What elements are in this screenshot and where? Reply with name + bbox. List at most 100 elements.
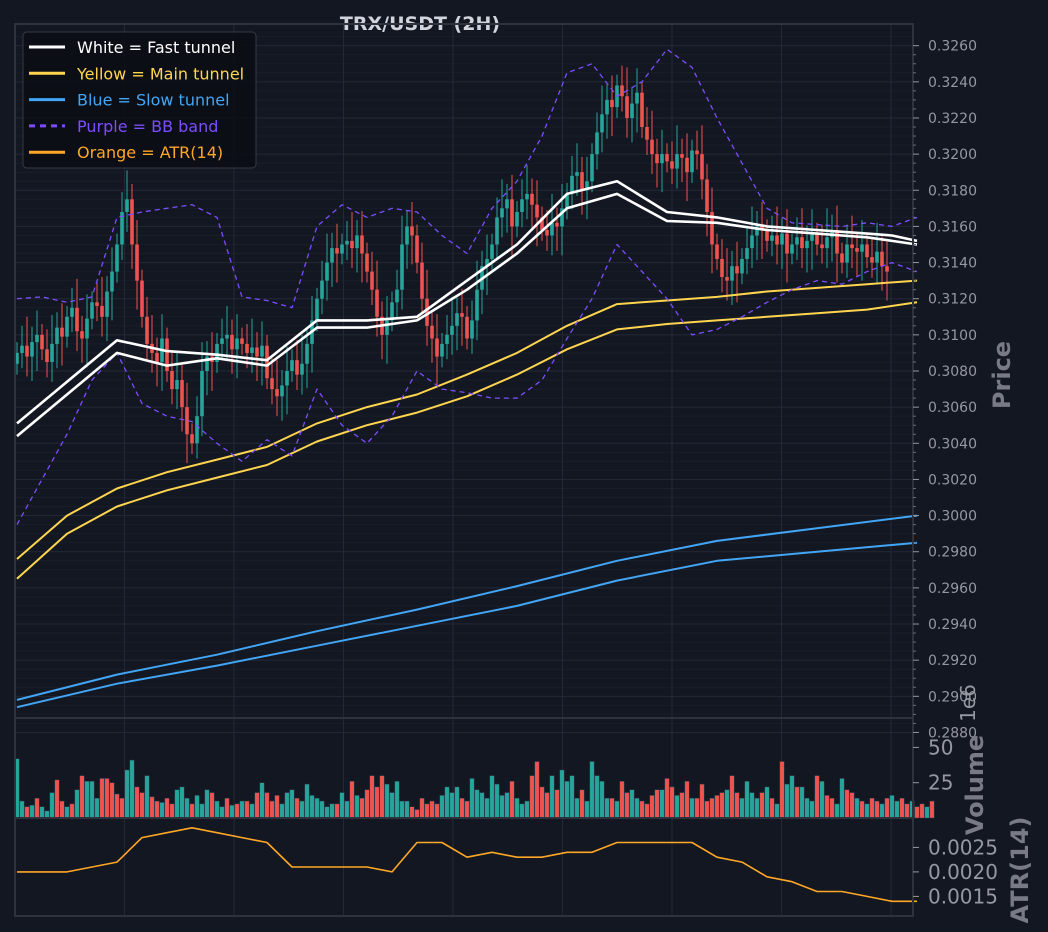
volume-bar	[779, 761, 785, 819]
candle-body	[800, 237, 804, 249]
candle-body	[545, 230, 549, 236]
candle-body	[850, 244, 854, 249]
candle-body	[795, 237, 799, 245]
candle-body	[695, 150, 699, 155]
candle-body	[635, 92, 639, 104]
volume-bar	[604, 797, 610, 819]
price-tick-label: 0.3020	[928, 472, 977, 488]
candle-body	[60, 327, 64, 337]
volume-bar	[389, 792, 395, 819]
candle-body	[245, 343, 249, 353]
candle-body	[195, 416, 199, 444]
candle-body	[250, 347, 254, 353]
volume-bar	[649, 795, 655, 819]
candle-body	[175, 380, 179, 390]
volume-bar	[414, 809, 420, 819]
volume-bar	[664, 778, 670, 819]
candle-body	[260, 345, 264, 357]
candle-body	[315, 298, 319, 321]
volume-bar	[219, 806, 225, 819]
candle-body	[530, 193, 534, 205]
price-tick-label: 0.3100	[928, 328, 977, 344]
volume-bar	[854, 797, 860, 819]
candle-body	[330, 248, 334, 263]
volume-bar	[354, 795, 360, 819]
volume-bar	[619, 781, 625, 819]
candle-body	[430, 325, 434, 339]
legend-label: Purple = BB band	[77, 117, 218, 136]
atr-line	[17, 826, 917, 903]
volume-bar	[564, 781, 570, 819]
volume-bar	[129, 759, 135, 819]
candle-body	[640, 92, 644, 128]
volume-bar	[539, 786, 545, 819]
candle-body	[860, 244, 864, 252]
candle-body	[395, 289, 399, 303]
candle-body	[505, 199, 509, 209]
volume-bar	[744, 781, 750, 819]
candle-body	[815, 233, 819, 245]
volume-bar	[139, 792, 145, 819]
candle-body	[885, 266, 889, 272]
volume-bar	[474, 789, 480, 819]
volume-bar	[234, 803, 240, 819]
bb-band-upper	[16, 48, 918, 309]
candle-body	[370, 271, 374, 290]
candle-body	[785, 233, 789, 254]
volume-bar	[259, 782, 265, 819]
candle-body	[275, 389, 279, 397]
volume-bar	[849, 792, 855, 819]
volume-bar	[464, 800, 470, 819]
fast-tunnel-upper	[16, 179, 918, 425]
candle-body	[445, 334, 449, 344]
main-tunnel-upper	[16, 279, 918, 560]
legend-label: White = Fast tunnel	[77, 38, 235, 57]
volume-bar	[659, 789, 665, 819]
volume-bar	[409, 806, 415, 819]
volume-bar	[164, 797, 170, 819]
candle-body	[100, 305, 104, 317]
volume-bar	[439, 795, 445, 819]
candle-body	[285, 371, 289, 386]
candle-body	[400, 244, 404, 290]
candle-body	[110, 271, 114, 292]
volume-bar	[794, 786, 800, 819]
volume-bar	[364, 789, 370, 819]
volume-bar	[159, 802, 165, 819]
candle-body	[255, 347, 259, 357]
candle-body	[810, 233, 814, 241]
candle-body	[765, 230, 769, 241]
candle-body	[705, 179, 709, 212]
volume-bar	[634, 797, 640, 819]
volume-bar	[519, 803, 525, 819]
volume-bar	[304, 783, 310, 819]
candle-body	[775, 235, 779, 245]
volume-bar	[679, 792, 685, 819]
candle-body	[745, 248, 749, 259]
candle-body	[215, 343, 219, 362]
price-tick-label: 0.3120	[928, 292, 977, 308]
volume-bar	[799, 786, 805, 819]
candle-body	[535, 204, 539, 218]
candle-body	[735, 266, 739, 274]
volume-bar	[39, 806, 45, 819]
volume-bar	[189, 803, 195, 819]
candle-body	[595, 132, 599, 155]
candle-body	[295, 360, 299, 375]
candle-body	[425, 298, 429, 326]
fast-tunnel-lower	[16, 192, 918, 438]
candle-body	[135, 244, 139, 281]
candle-body	[570, 175, 574, 194]
candle-body	[90, 302, 94, 319]
price-panel	[15, 48, 918, 709]
candle-body	[20, 345, 24, 353]
volume-bar	[589, 761, 595, 819]
volume-bar	[99, 778, 105, 819]
candle-body	[575, 172, 579, 176]
candle-body	[700, 154, 704, 180]
y-axes: 0.3260 0.3240 0.3220 0.3200 0.3180 0.3160 0.31…	[913, 39, 998, 908]
price-tick-label: 0.3180	[928, 183, 977, 199]
candle-body	[120, 211, 124, 245]
volume-bar	[504, 792, 510, 819]
candle-body	[265, 345, 269, 379]
